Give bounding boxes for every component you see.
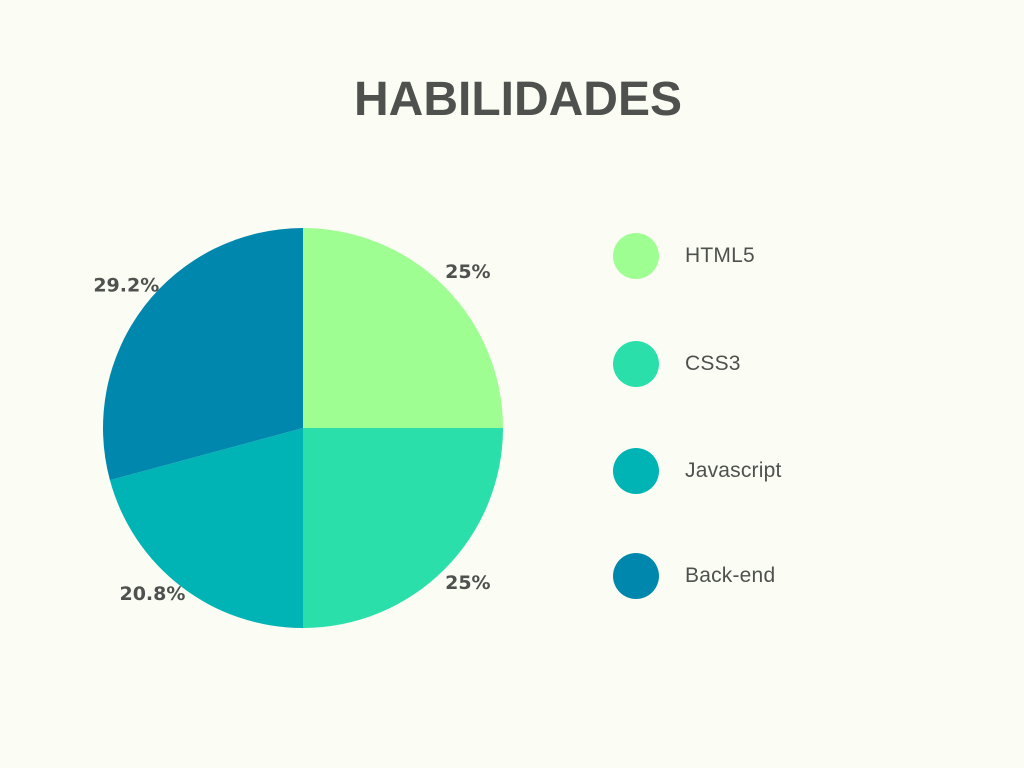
legend-swatch-html5 bbox=[613, 233, 659, 279]
legend-swatch-css3 bbox=[613, 341, 659, 387]
chart-title: HABILIDADES bbox=[353, 73, 682, 126]
legend-swatch-back-end bbox=[613, 553, 659, 599]
pie-slice-javascript bbox=[109, 428, 303, 628]
legend-item-html5: HTML5 bbox=[613, 233, 755, 279]
slice-label-html5: 25% bbox=[445, 261, 490, 283]
legend-label-css3: CSS3 bbox=[685, 352, 741, 375]
legend-label-back-end: Back-end bbox=[685, 564, 776, 587]
legend-label-javascript: Javascript bbox=[685, 459, 782, 482]
legend-item-css3: CSS3 bbox=[613, 341, 741, 387]
slice-label-css3: 25% bbox=[445, 572, 490, 594]
pie-slice-css3 bbox=[303, 428, 503, 628]
legend-item-back-end: Back-end bbox=[613, 553, 775, 599]
pie-slice-html5 bbox=[303, 228, 503, 428]
slice-label-javascript: 20.8% bbox=[119, 583, 185, 605]
slice-label-back-end: 29.2% bbox=[93, 275, 159, 297]
legend-swatch-javascript bbox=[613, 448, 659, 494]
pie-slice-back-end bbox=[103, 228, 304, 481]
legend-label-html5: HTML5 bbox=[685, 244, 755, 267]
legend-item-javascript: Javascript bbox=[613, 448, 782, 494]
